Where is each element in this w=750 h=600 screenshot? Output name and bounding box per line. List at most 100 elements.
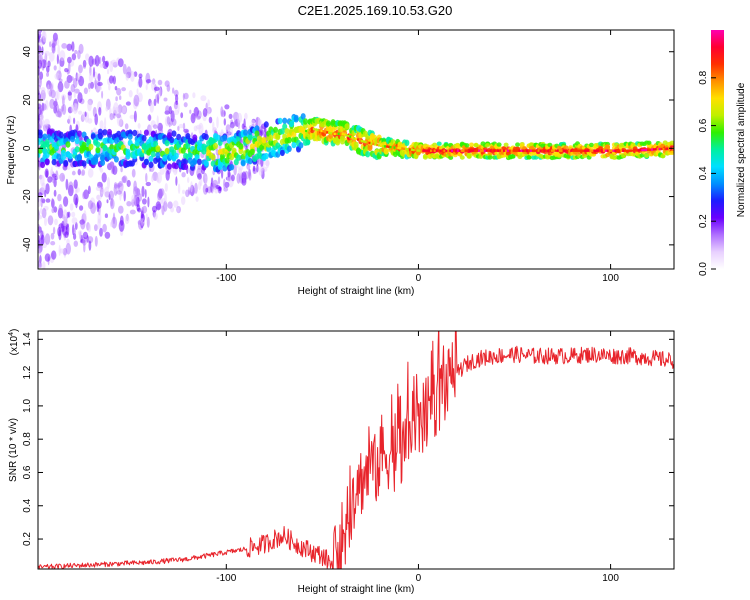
spectrogram-ridge-cell: [405, 147, 408, 151]
spectrogram-noise-cell: [44, 118, 50, 126]
spectrogram-cell: [38, 132, 43, 139]
spectrogram-cell: [148, 136, 154, 143]
spectrogram-noise-cell: [136, 88, 139, 95]
spectrogram-noise-cell: [256, 116, 259, 128]
spectrogram-ridge-cell: [545, 149, 548, 152]
spectrogram-noise-cell: [114, 86, 118, 91]
spectrogram-noise-cell: [81, 169, 86, 176]
spectrogram-ridge-cell: [360, 139, 363, 143]
spectrogram-cell: [249, 143, 255, 150]
spectrogram-cell: [282, 117, 288, 125]
colorbar-tick-label: 0.2: [698, 214, 709, 228]
spectrogram-noise-cell: [67, 56, 72, 64]
spectrogram-noise-cell: [119, 95, 122, 100]
spectrogram-cell: [148, 155, 154, 163]
spectrogram-cell: [173, 152, 179, 160]
spectrogram-noise-cell: [138, 73, 143, 79]
spectrogram-noise-cell: [62, 209, 68, 220]
spectrogram-noise-cell: [88, 55, 94, 67]
spectrogram-noise-cell: [54, 218, 58, 226]
spectrogram-ridge-cell: [620, 149, 623, 152]
spectrogram-ridge-cell: [453, 149, 456, 152]
spectrogram-ridge-cell: [381, 144, 385, 148]
spectrogram-noise-cell: [59, 172, 65, 182]
spectrogram-ridge-cell: [418, 149, 421, 152]
spectrogram-ridge-cell: [468, 149, 471, 152]
spectrogram-ridge-cell: [378, 144, 381, 147]
spectrogram-ridge-cell: [626, 149, 629, 152]
spectrogram-ridge-cell: [339, 132, 342, 135]
spectrogram-ridge-cell: [579, 149, 582, 152]
spectrogram-noise-cell: [61, 105, 64, 112]
spectrogram-cell: [185, 133, 191, 140]
spectrogram-ridge-cell: [633, 149, 636, 152]
spectrogram-noise-cell: [145, 84, 148, 91]
spectrogram-noise-cell: [73, 90, 76, 99]
spectrogram-ridge-cell: [474, 149, 477, 152]
spectrogram-cell: [289, 120, 295, 128]
spectrogram-noise-cell: [198, 181, 201, 191]
spectrogram-noise-cell: [38, 229, 41, 235]
spectrogram-ridge-cell: [647, 148, 650, 151]
spectrogram-noise-cell: [58, 204, 63, 216]
spectrogram-noise-cell: [233, 163, 237, 176]
spectrogram-noise-cell: [182, 93, 185, 101]
spectrogram-ridge-cell: [506, 149, 509, 152]
spectrogram-noise-cell: [78, 230, 83, 236]
spectrogram-noise-cell: [192, 92, 196, 99]
spectrogram-ridge-cell: [389, 145, 392, 149]
spectrogram-cell: [464, 143, 470, 148]
spectrogram-noise-cell: [77, 168, 82, 176]
spectrogram-noise-cell: [95, 186, 102, 192]
spectrogram-cell: [215, 134, 221, 141]
spectrogram-cell: [107, 128, 112, 136]
spectrogram-ridge-cell: [320, 129, 323, 133]
spectrogram-cell: [132, 129, 138, 137]
spectrogram-cell: [143, 129, 149, 136]
spectrogram-ridge-cell: [583, 149, 586, 152]
spectrogram-cell: [644, 153, 650, 158]
snr-scale-exponent: 4: [8, 332, 15, 336]
spectrogram-noise-cell: [67, 211, 71, 218]
snr-frame: [37, 330, 675, 570]
spectrogram-noise-cell: [157, 79, 163, 86]
spectrogram-cell: [203, 133, 209, 141]
spectrogram-noise-cell: [110, 59, 117, 66]
snr-y-ticks: 1.4 1.2 1.0 0.8 0.6 0.4 0.2: [22, 332, 674, 546]
colorbar-label: Normalized spectral amplitude: [736, 82, 747, 217]
spectrogram-cell: [222, 134, 228, 142]
spectrogram-noise-cell: [138, 76, 143, 88]
spectrogram-noise-cell: [87, 118, 93, 124]
spectrogram-noise-cell: [173, 200, 179, 208]
spectrogram-ridge-cell: [493, 149, 496, 152]
spectrogram-noise-cell: [216, 116, 219, 129]
spectrogram-noise-cell: [94, 78, 97, 90]
spectrogram-noise-cell: [118, 205, 124, 214]
spectrogram-noise-cell: [171, 118, 177, 126]
spectrogram-ridge-cell: [552, 149, 556, 152]
spectrogram-noise-cell: [115, 96, 118, 102]
spectrogram-ridge-cell: [614, 149, 617, 152]
spectrogram-noise-cell: [65, 178, 69, 191]
spectrogram-cell: [263, 121, 269, 128]
spectrogram-x-axis-label: Height of straight line (km): [298, 286, 415, 297]
spectrogram-ridge-cell: [441, 149, 444, 152]
spectrogram-noise-cell: [125, 74, 129, 81]
snr-y-axis-label: SNR (10 * v/v): [8, 418, 19, 482]
spectrogram-ridge-cell: [443, 149, 446, 152]
spectrogram-ridge-cell: [385, 145, 388, 148]
spectrogram-cell: [192, 134, 198, 141]
spectrogram-noise-cell: [102, 55, 106, 63]
spectrogram-ridge-cell: [604, 149, 607, 152]
spectrogram-ridge-cell: [355, 137, 358, 141]
spectrogram-ridge-cell: [574, 149, 577, 152]
spectrogram-cell: [40, 161, 46, 169]
spectrogram-noise-cell: [117, 58, 124, 68]
spectrogram-noise-cell: [47, 60, 51, 68]
spectrogram-cell: [229, 164, 235, 171]
spectrogram-noise-cell: [46, 72, 49, 77]
spectrogram-cell: [300, 113, 306, 120]
spectrogram-cell: [243, 129, 248, 136]
spectrogram-noise-cell: [66, 43, 73, 51]
spectrogram-noise-cell: [246, 163, 251, 170]
